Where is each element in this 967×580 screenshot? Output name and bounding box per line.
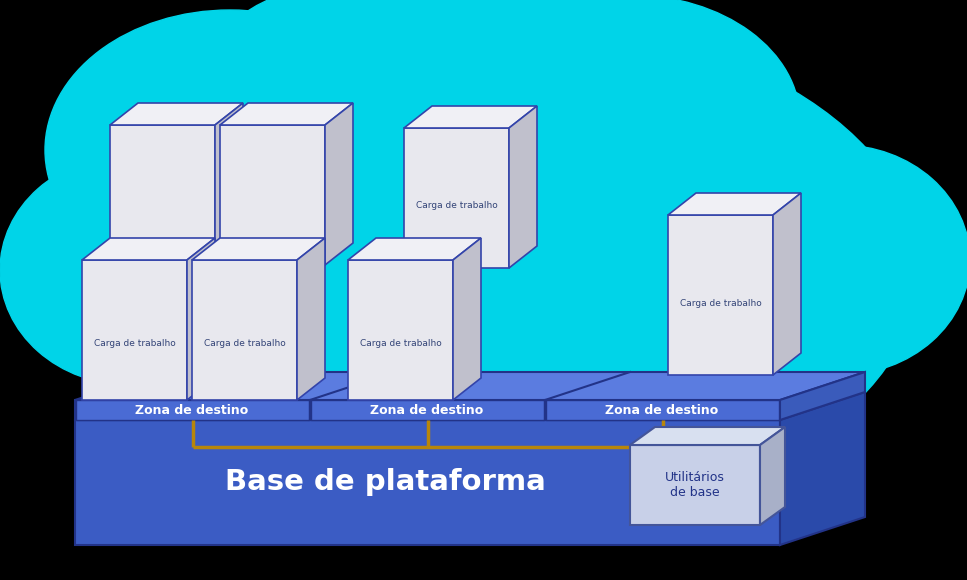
Polygon shape: [220, 125, 325, 265]
Polygon shape: [668, 193, 801, 215]
Polygon shape: [75, 400, 780, 420]
Polygon shape: [348, 260, 453, 400]
Polygon shape: [192, 260, 297, 400]
Polygon shape: [780, 392, 865, 545]
Polygon shape: [630, 445, 760, 525]
Polygon shape: [187, 238, 215, 400]
Text: Zona de destino: Zona de destino: [605, 404, 718, 416]
Polygon shape: [75, 392, 865, 420]
Text: Zona de destino: Zona de destino: [135, 404, 249, 416]
Polygon shape: [75, 420, 780, 545]
Polygon shape: [404, 128, 509, 268]
Text: Carga de trabalho: Carga de trabalho: [204, 339, 285, 349]
Polygon shape: [773, 193, 801, 375]
Ellipse shape: [49, 15, 919, 525]
Polygon shape: [546, 400, 779, 420]
Ellipse shape: [610, 130, 910, 370]
Ellipse shape: [0, 155, 260, 385]
Text: Carga de trabalho: Carga de trabalho: [416, 201, 497, 209]
Ellipse shape: [45, 10, 415, 290]
Ellipse shape: [420, 0, 690, 180]
Polygon shape: [110, 125, 215, 265]
Polygon shape: [348, 238, 481, 260]
Polygon shape: [75, 372, 865, 400]
Text: Utilitários
de base: Utilitários de base: [665, 471, 725, 499]
Text: Carga de trabalho: Carga de trabalho: [360, 339, 441, 349]
Ellipse shape: [710, 145, 967, 375]
Text: Base de plataforma: Base de plataforma: [225, 469, 545, 496]
Polygon shape: [404, 106, 537, 128]
Ellipse shape: [240, 0, 600, 230]
Polygon shape: [780, 372, 865, 420]
Polygon shape: [668, 215, 773, 375]
Polygon shape: [760, 427, 785, 525]
Ellipse shape: [460, 0, 800, 245]
Polygon shape: [82, 260, 187, 400]
Ellipse shape: [200, 0, 480, 195]
Polygon shape: [192, 238, 325, 260]
Polygon shape: [325, 103, 353, 265]
Polygon shape: [110, 103, 243, 125]
Text: Carga de trabalho: Carga de trabalho: [680, 299, 761, 307]
Polygon shape: [453, 238, 481, 400]
Text: Carga de trabalho: Carga de trabalho: [94, 339, 175, 349]
Polygon shape: [630, 427, 785, 445]
Polygon shape: [509, 106, 537, 268]
Polygon shape: [215, 103, 243, 265]
Polygon shape: [76, 400, 309, 420]
Polygon shape: [82, 238, 215, 260]
Polygon shape: [220, 103, 353, 125]
Polygon shape: [297, 238, 325, 400]
Text: Zona de destino: Zona de destino: [370, 404, 484, 416]
Polygon shape: [311, 400, 544, 420]
